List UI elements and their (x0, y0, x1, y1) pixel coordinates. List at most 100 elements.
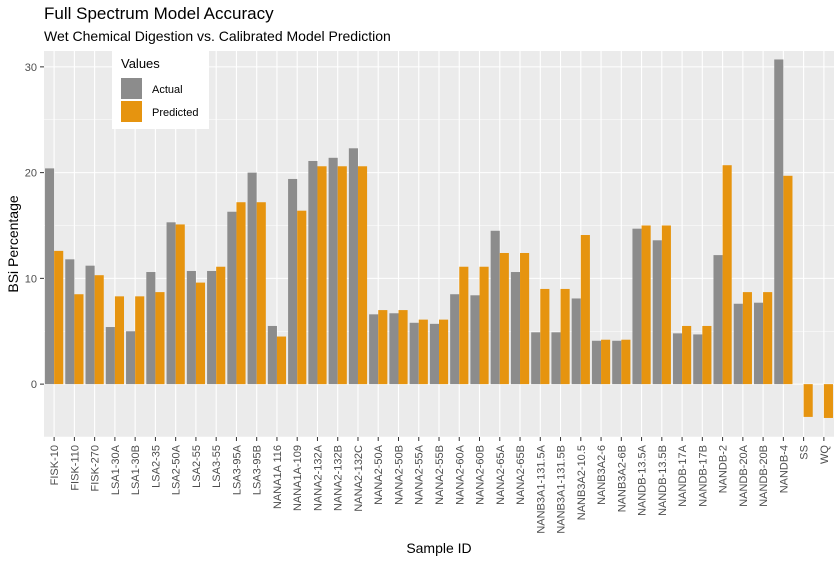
x-tick-label: FISK-10 (49, 445, 61, 485)
x-tick-label: LSA1-30B (130, 445, 142, 495)
bar-actual-NANA2-60A (450, 294, 460, 385)
legend-key-predicted (121, 101, 142, 122)
x-tick-label: LSA2-55 (191, 445, 203, 488)
x-tick-label: NANDB-13.5B (657, 445, 669, 516)
bar-predicted-LSA2-55 (195, 282, 206, 385)
bar-actual-FISK-110 (65, 259, 75, 385)
bar-actual-NANB3A2-10.5 (571, 298, 581, 385)
y-axis-title: BSi Percentage (5, 195, 21, 292)
bar-actual-NANDB-2 (713, 255, 723, 385)
y-axis: 0 10 20 30 (25, 62, 44, 391)
bar-predicted-NANA2-65B (520, 252, 530, 385)
bar-predicted-LSA2-35 (155, 292, 165, 385)
bar-predicted-NANA2-55B (439, 319, 449, 385)
x-axis: FISK-10 FISK-110 FISK-270 LSA1-30A LSA1-30B L… (49, 437, 831, 534)
y-tick-label: 30 (25, 62, 37, 74)
bar-actual-LSA1-30B (126, 331, 136, 385)
bar-actual-NANB3A1-131.5A (531, 332, 541, 385)
x-tick-label: NANA2-60A (454, 444, 466, 505)
bar-predicted-NANA2-65A (499, 252, 509, 385)
chart-subtitle: Wet Chemical Digestion vs. Calibrated Mo… (44, 28, 391, 44)
bar-actual-NANA2-60B (470, 295, 480, 385)
bar-predicted-NANB3A2-6B (621, 339, 631, 385)
x-tick-label: NANA2-55A (414, 444, 426, 505)
bar-predicted-FISK-110 (74, 294, 84, 385)
bar-actual-FISK-10 (45, 168, 55, 385)
bar-actual-NANB3A1-131.5B (551, 332, 561, 385)
legend-title: Values (121, 56, 160, 71)
legend: Values Actual Predicted (112, 51, 209, 129)
bar-predicted-NANB3A1-131.5A (540, 288, 550, 385)
x-tick-label: WQ (819, 445, 831, 464)
bar-actual-NANA1A-109 (288, 178, 298, 385)
bar-actual-LSA2-35 (146, 272, 156, 385)
x-tick-label: NANDB-17B (697, 445, 709, 507)
bar-predicted-LSA3-55 (216, 266, 226, 385)
x-tick-label: LSA3-55 (211, 445, 223, 488)
x-tick-label: NANA2-50B (393, 445, 405, 505)
bar-predicted-LSA1-30A (114, 296, 125, 385)
bar-actual-NANA2-55B (429, 323, 439, 385)
x-tick-label: NANA2-50A (373, 444, 385, 505)
x-tick-label: NANB3A2-6 (596, 445, 608, 505)
x-tick-label: LSA3-95B (252, 445, 264, 495)
bar-actual-LSA2-55 (186, 270, 196, 385)
bar-actual-NANDB-13.5B (652, 240, 662, 385)
x-tick-label: NANA2-132B (333, 445, 345, 511)
bar-predicted-LSA1-30B (135, 296, 145, 385)
bar-actual-NANDB-17B (693, 334, 703, 385)
x-tick-label: NANA2-132A (312, 444, 324, 511)
bar-actual-NANA2-132A (308, 160, 318, 385)
x-tick-label: NANA1A 116 (272, 445, 284, 509)
bar-actual-NANA2-132C (348, 148, 358, 385)
bars (45, 59, 833, 418)
bar-predicted-NANA2-132C (357, 166, 368, 385)
bar-predicted-SS (803, 384, 813, 417)
bar-predicted-NANA2-50A (378, 310, 388, 385)
bar-predicted-LSA2-50A (175, 224, 185, 385)
bar-predicted-NANDB-4 (783, 175, 793, 385)
bar-actual-NANA2-65B (510, 272, 521, 385)
bar-predicted-NANB3A2-6 (601, 339, 611, 385)
x-tick-label: NANDB-20B (758, 445, 770, 507)
legend-label-actual: Actual (152, 84, 183, 96)
x-tick-label: NANB3A2-10.5 (576, 445, 588, 520)
bar-predicted-NANDB-13.5B (661, 225, 671, 385)
bar-actual-LSA3-55 (207, 270, 217, 385)
x-tick-label: NANDB-4 (778, 445, 790, 493)
bar-predicted-NANB3A2-10.5 (580, 235, 590, 385)
bar-predicted-NANA2-132A (317, 166, 327, 385)
bar-predicted-LSA3-95B (256, 202, 266, 385)
bar-predicted-NANB3A1-131.5B (560, 288, 570, 385)
bar-predicted-NANDB-20B (763, 292, 773, 385)
x-tick-label: NANA2-65B (515, 445, 527, 505)
bar-actual-NANA2-132B (328, 157, 338, 385)
y-tick-label: 0 (31, 379, 37, 391)
bar-actual-NANA2-50A (369, 314, 379, 385)
bar-actual-NANDB-13.5A (632, 228, 642, 385)
legend-label-predicted: Predicted (152, 107, 198, 119)
bar-actual-NANDB-20A (733, 303, 743, 385)
bar-actual-NANA2-55A (409, 322, 419, 385)
x-tick-label: NANB3A1-131.5B (556, 445, 568, 534)
x-tick-label: NANB3A1-131.5A (535, 444, 547, 533)
x-tick-label: NANA2-132C (353, 445, 365, 512)
bar-predicted-FISK-270 (94, 275, 104, 385)
x-tick-label: NANA1A-109 (292, 445, 304, 511)
x-tick-label: LSA2-35 (150, 445, 162, 488)
bar-actual-NANA2-65A (490, 230, 500, 385)
bar-actual-NANA1A 116 (267, 325, 277, 385)
bar-predicted-NANDB-2 (722, 165, 732, 385)
bar-actual-NANDB-17A (672, 333, 683, 385)
bar-predicted-WQ (823, 384, 833, 418)
bar-predicted-NANDB-13.5A (641, 225, 651, 385)
x-tick-label: NANA2-60B (475, 445, 487, 505)
bar-actual-LSA1-30A (105, 327, 115, 385)
bar-predicted-NANA1A 116 (276, 336, 287, 385)
bar-actual-NANDB-20B (753, 302, 764, 385)
x-tick-label: NANB3A2-6B (616, 445, 628, 512)
x-tick-label: NANDB-17A (677, 444, 689, 506)
bar-predicted-LSA3-95A (236, 202, 246, 385)
bar-actual-NANA2-50B (389, 313, 399, 385)
bar-predicted-NANA2-132B (337, 166, 347, 385)
